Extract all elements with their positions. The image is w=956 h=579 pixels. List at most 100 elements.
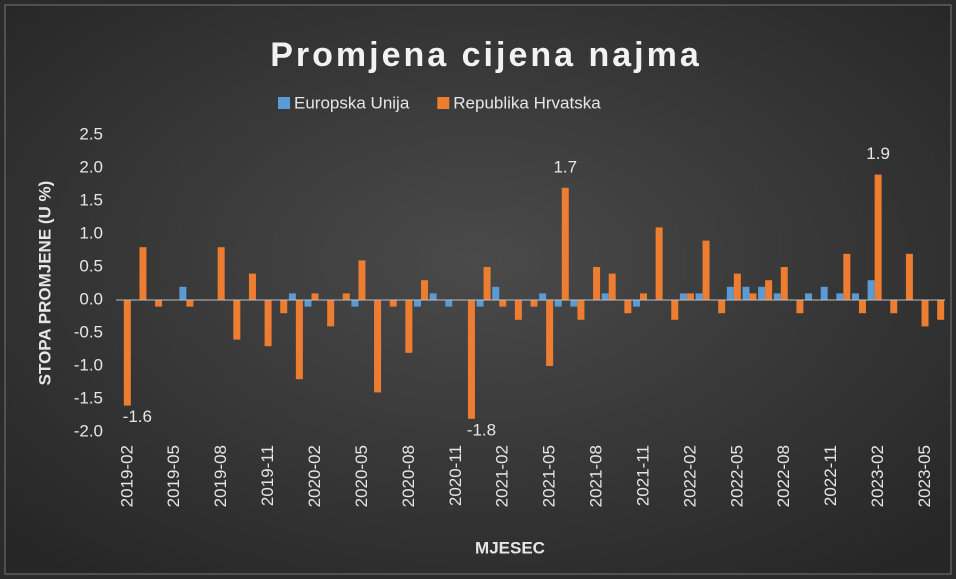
x-tick-label: 2022-08 <box>774 445 793 507</box>
bar <box>843 253 851 300</box>
bar <box>570 300 578 307</box>
x-tick-label: 2020-02 <box>305 445 324 507</box>
x-tick-label: 2021-11 <box>633 445 652 506</box>
legend-label: Republika Hrvatska <box>453 93 601 112</box>
data-label: 1.7 <box>553 157 577 176</box>
chart-title: Promjena cijena najma <box>270 36 702 74</box>
bar <box>342 293 350 300</box>
bar <box>123 300 131 406</box>
bar <box>429 293 437 300</box>
x-tick-label: 2021-08 <box>587 445 606 507</box>
bar <box>483 267 491 300</box>
bar <box>421 280 429 300</box>
bar <box>937 300 945 320</box>
bar <box>264 300 272 347</box>
x-tick-label: 2020-05 <box>352 445 371 507</box>
bar <box>718 300 726 314</box>
bar <box>874 174 882 300</box>
bar <box>561 187 569 300</box>
bar <box>374 300 382 393</box>
legend-label: Europska Unija <box>294 93 410 112</box>
bar <box>577 300 585 320</box>
legend-swatch <box>278 97 290 109</box>
bar <box>414 300 422 307</box>
bar <box>639 293 647 300</box>
bar <box>280 300 288 314</box>
bar <box>749 293 757 300</box>
x-tick-label: 2020-11 <box>446 445 465 506</box>
bar <box>539 293 547 300</box>
bar <box>593 267 601 300</box>
x-tick-label: 2022-05 <box>727 445 746 507</box>
bar <box>851 293 859 300</box>
bar <box>796 300 804 314</box>
x-tick-label: 2023-02 <box>868 445 887 507</box>
x-tick-label: 2019-05 <box>164 445 183 507</box>
bar <box>695 293 703 300</box>
bar <box>742 286 750 300</box>
bar <box>820 286 828 300</box>
y-tick-label: 1.0 <box>79 223 103 242</box>
bar <box>836 293 844 300</box>
data-label: -1.8 <box>467 420 496 439</box>
bar <box>186 300 194 307</box>
bar <box>248 273 256 300</box>
bar <box>405 300 413 353</box>
x-tick-label: 2019-11 <box>258 445 277 506</box>
y-tick-label: 0.0 <box>79 289 103 308</box>
bar <box>327 300 335 327</box>
bar <box>139 247 147 300</box>
bar <box>686 293 694 300</box>
y-tick-label: -1.5 <box>74 388 103 407</box>
y-tick-label: 2.5 <box>79 124 103 143</box>
x-axis-label: MJESEC <box>475 538 545 557</box>
chart-background <box>4 4 952 575</box>
bar <box>499 300 507 307</box>
x-tick-label: 2021-02 <box>493 445 512 507</box>
bar <box>773 293 781 300</box>
x-tick-label: 2019-02 <box>117 445 136 507</box>
bar <box>601 293 609 300</box>
bar <box>389 300 397 307</box>
bar <box>780 267 788 300</box>
bar <box>632 300 640 307</box>
bar <box>467 300 475 419</box>
bar <box>179 286 187 300</box>
bar <box>233 300 241 340</box>
y-tick-label: -0.5 <box>74 322 103 341</box>
bar <box>921 300 929 327</box>
data-label: -1.6 <box>123 407 152 426</box>
bar <box>765 280 773 300</box>
bar <box>351 300 359 307</box>
bar <box>608 273 616 300</box>
y-tick-label: 1.5 <box>79 190 103 209</box>
bar <box>304 300 312 307</box>
bar <box>155 300 163 307</box>
y-tick-label: 2.0 <box>79 157 103 176</box>
x-tick-label: 2021-05 <box>540 445 559 507</box>
bar <box>858 300 866 314</box>
bar <box>445 300 453 307</box>
bar <box>217 247 225 300</box>
bar <box>530 300 538 307</box>
x-tick-label: 2022-11 <box>821 445 840 506</box>
bar <box>905 253 913 300</box>
bar <box>554 300 562 307</box>
bar <box>655 227 663 300</box>
bar <box>758 286 766 300</box>
bar <box>733 273 741 300</box>
bar <box>295 300 303 380</box>
bar <box>671 300 679 320</box>
legend-swatch <box>437 97 450 109</box>
bar <box>311 293 319 300</box>
x-tick-label: 2023-05 <box>915 445 934 507</box>
data-label: 1.9 <box>866 144 890 163</box>
bar <box>476 300 484 307</box>
bar <box>679 293 687 300</box>
bar <box>288 293 296 300</box>
bar <box>702 240 710 300</box>
bar <box>624 300 632 314</box>
x-tick-label: 2020-08 <box>399 445 418 507</box>
